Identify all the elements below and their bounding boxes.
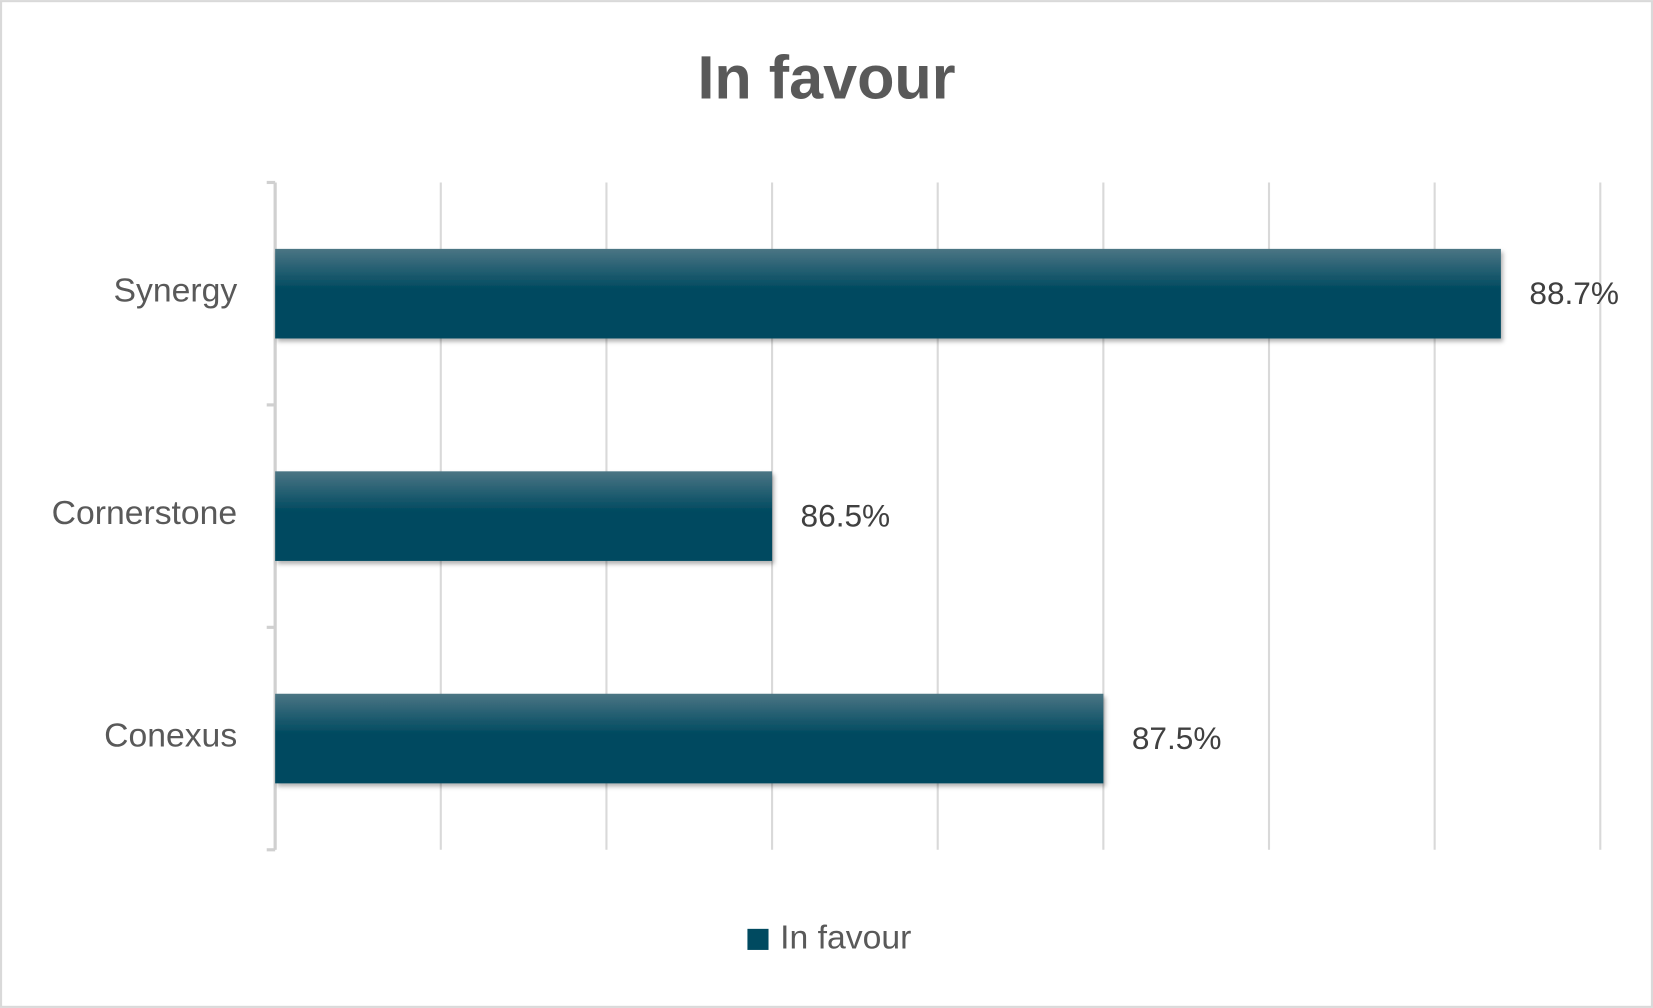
data-label: 86.5%	[801, 498, 891, 534]
y-tick-label: Synergy	[113, 272, 237, 310]
bar	[275, 248, 1501, 339]
chart-title: In favour	[697, 43, 955, 111]
bar	[275, 471, 773, 561]
data-label: 88.7%	[1529, 275, 1619, 311]
bar	[275, 693, 1104, 784]
data-label: 87.5%	[1132, 720, 1222, 756]
legend-swatch	[747, 928, 769, 950]
y-tick-label: Cornerstone	[52, 494, 238, 532]
y-tick-label: Conexus	[104, 716, 237, 754]
legend-label: In favour	[780, 918, 911, 956]
